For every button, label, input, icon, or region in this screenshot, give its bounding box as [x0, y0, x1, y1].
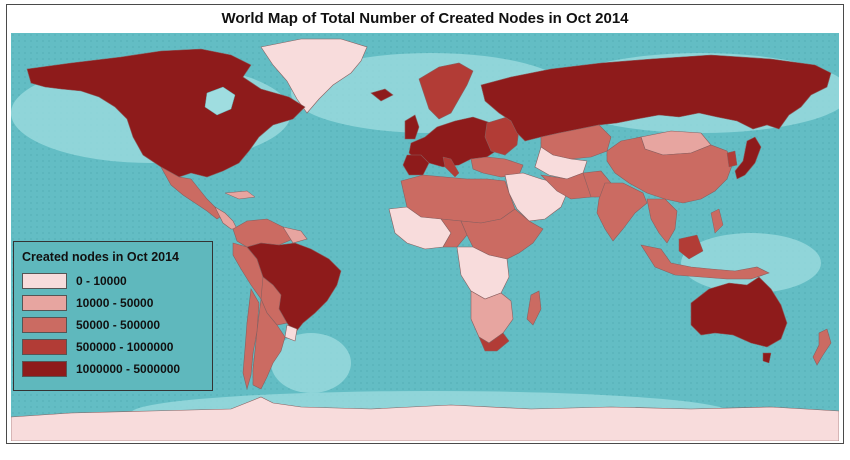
legend-row: 50000 - 500000 — [22, 315, 212, 335]
legend-label: 0 - 10000 — [76, 274, 127, 288]
legend-title: Created nodes in Oct 2014 — [22, 250, 180, 264]
legend-swatch — [22, 317, 67, 333]
region-japan[interactable] — [734, 136, 762, 180]
legend: Created nodes in Oct 2014 0 - 10000 1000… — [13, 241, 213, 391]
legend-row: 1000000 - 5000000 — [22, 359, 212, 379]
region-chile[interactable] — [242, 288, 260, 391]
legend-swatch — [22, 339, 67, 355]
region-india[interactable] — [596, 182, 648, 242]
region-guianas[interactable] — [282, 226, 308, 244]
region-uk[interactable] — [404, 114, 420, 140]
region-italy[interactable] — [442, 156, 460, 178]
legend-swatch — [22, 295, 67, 311]
region-caribbean[interactable] — [224, 190, 256, 200]
legend-label: 1000000 - 5000000 — [76, 362, 181, 376]
legend-row: 0 - 10000 — [22, 271, 212, 291]
legend-row: 10000 - 50000 — [22, 293, 212, 313]
region-philippines[interactable] — [710, 208, 724, 234]
region-indonesia[interactable] — [640, 244, 770, 280]
region-madagascar[interactable] — [526, 290, 542, 326]
region-north-america[interactable] — [26, 48, 306, 178]
legend-swatch — [22, 361, 67, 377]
map-frame: World Map of Total Number of Created Nod… — [6, 4, 844, 444]
map-title: World Map of Total Number of Created Nod… — [221, 10, 629, 27]
region-southeast-asia[interactable] — [646, 198, 678, 244]
legend-row: 500000 - 1000000 — [22, 337, 212, 357]
region-greenland[interactable] — [260, 38, 368, 114]
legend-swatch — [22, 273, 67, 289]
region-russia[interactable] — [480, 54, 832, 142]
region-borneo[interactable] — [678, 234, 704, 260]
region-iceland[interactable] — [370, 88, 394, 102]
region-south-africa[interactable] — [478, 332, 510, 352]
hudson-bay — [204, 86, 236, 116]
region-china[interactable] — [606, 136, 734, 204]
region-scandinavia[interactable] — [418, 62, 474, 120]
legend-label: 500000 - 1000000 — [76, 340, 174, 354]
region-tasmania[interactable] — [762, 352, 772, 364]
region-korea[interactable] — [726, 150, 738, 168]
region-antarctica[interactable] — [11, 396, 839, 441]
legend-label: 10000 - 50000 — [76, 296, 154, 310]
world-map — [11, 33, 839, 441]
region-colombia-venezuela[interactable] — [232, 218, 294, 248]
region-australia[interactable] — [690, 276, 788, 348]
region-uruguay[interactable] — [284, 324, 298, 342]
region-central-africa[interactable] — [456, 246, 510, 300]
region-new-zealand[interactable] — [812, 328, 832, 366]
legend-label: 50000 - 500000 — [76, 318, 161, 332]
region-southern-africa[interactable] — [470, 290, 514, 344]
